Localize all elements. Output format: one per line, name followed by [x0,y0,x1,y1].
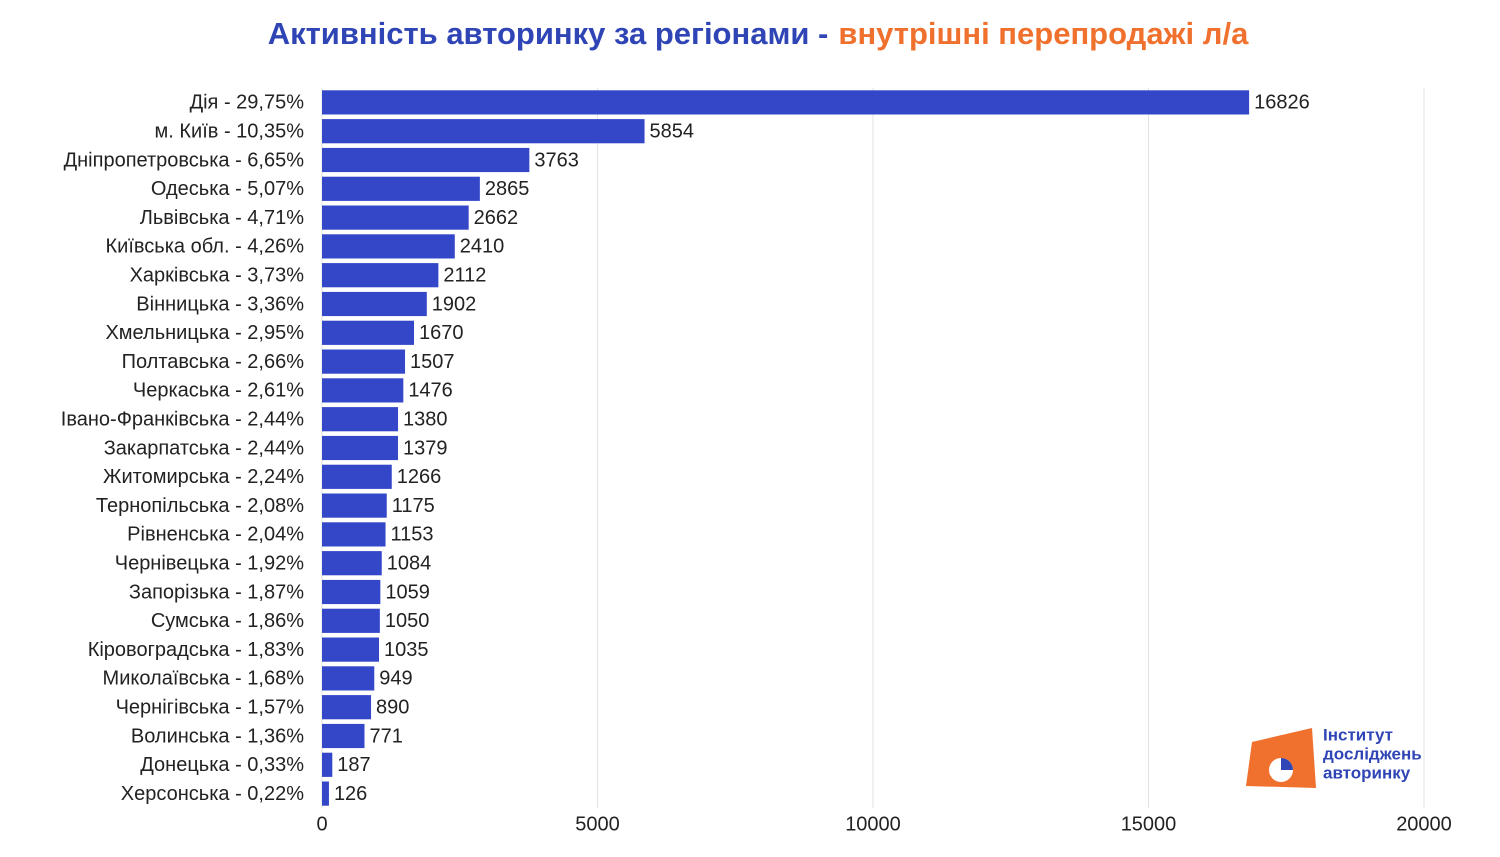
bar [322,234,455,259]
bar [322,493,387,518]
x-tick-label: 10000 [845,813,901,835]
bar [322,608,380,633]
bar [322,176,480,201]
y-tick-label: Херсонська - 0,22% [121,783,304,805]
value-label: 2662 [474,207,519,229]
y-tick-label: Хмельницька - 2,95% [105,322,304,344]
value-label: 3763 [534,149,579,171]
logo-text: досліджень [1323,744,1422,763]
bar [322,320,415,345]
y-tick-label: Запорізька - 1,87% [129,581,304,603]
y-tick-label: Закарпатська - 2,44% [104,437,305,459]
y-tick-label: Чернігівська - 1,57% [116,696,305,718]
value-label: 1084 [387,552,432,574]
y-tick-label: Полтавська - 2,66% [122,351,305,373]
value-label: 1050 [385,610,430,632]
y-tick-label: Черкаська - 2,61% [133,380,304,402]
bar [322,90,1250,115]
value-label: 187 [337,754,370,776]
bar [322,781,329,806]
value-label: 771 [369,725,402,747]
value-label: 2410 [460,236,505,258]
y-tick-label: Кіровоградська - 1,83% [88,639,305,661]
bar [322,695,372,720]
bar [322,407,399,432]
bar [322,349,406,374]
x-tick-label: 20000 [1396,813,1452,835]
value-label: 16826 [1254,92,1310,114]
bar [322,205,469,230]
y-tick-label: Донецька - 0,33% [140,754,304,776]
bar [322,579,381,605]
bar [322,522,386,547]
bar [322,551,382,576]
bar [322,291,427,317]
value-label: 2112 [443,264,486,286]
value-label: 1266 [397,466,442,488]
value-label: 1902 [432,293,477,315]
value-label: 1380 [403,408,448,430]
y-tick-label: Миколаївська - 1,68% [103,668,305,690]
x-tick-label: 15000 [1121,813,1177,835]
y-tick-label: Рівненська - 2,04% [127,524,304,546]
value-label: 5854 [650,120,695,142]
bar [322,723,365,749]
y-tick-label: Сумська - 1,86% [151,610,304,632]
value-label: 1507 [410,351,455,373]
bar [322,147,530,173]
y-tick-label: Дія - 29,75% [190,92,305,114]
value-label: 1476 [408,380,453,402]
bar [322,464,392,489]
logo-text: авторинку [1323,763,1411,782]
y-tick-label: Житомирська - 2,24% [103,466,304,488]
y-tick-label: Одеська - 5,07% [151,178,304,200]
bar [322,666,375,691]
title-main: Активність авторинку за регіонами - [268,16,829,51]
y-tick-label: Івано-Франківська - 2,44% [61,408,304,430]
y-tick-label: Вінницька - 3,36% [136,293,304,315]
logo: Інститут досліджень авторинку [1246,725,1422,788]
value-label: 2865 [485,178,530,200]
y-tick-label: Дніпропетровська - 6,65% [64,149,305,171]
title-accent: внутрішні перепродажі л/а [838,16,1249,51]
x-tick-label: 0 [316,813,327,835]
y-tick-label: Львівська - 4,71% [140,207,304,229]
x-tick-label: 5000 [575,813,620,835]
y-tick-label: Харківська - 3,73% [130,264,305,286]
value-label: 890 [376,696,409,718]
y-tick-label: м. Київ - 10,35% [155,120,305,142]
value-label: 1670 [419,322,464,344]
value-label: 1379 [403,437,448,459]
value-label: 949 [379,668,412,690]
value-label: 1175 [392,495,435,517]
bar [322,378,404,403]
bar [322,752,333,777]
y-tick-label: Київська обл. - 4,26% [106,236,305,258]
chart-title: Активність авторинку за регіонами - внутр… [268,16,1249,51]
y-tick-label: Волинська - 1,36% [131,725,304,747]
logo-icon [1281,758,1293,770]
y-tick-label: Тернопільська - 2,08% [96,495,304,517]
bar [322,435,398,461]
value-label: 1035 [384,639,429,661]
value-label: 126 [334,783,367,805]
value-label: 1059 [385,581,430,603]
bar [322,263,439,288]
bar [322,637,380,662]
value-label: 1153 [391,524,434,546]
bar [322,119,645,144]
logo-text: Інститут [1323,725,1393,744]
y-tick-label: Чернівецька - 1,92% [115,552,304,574]
